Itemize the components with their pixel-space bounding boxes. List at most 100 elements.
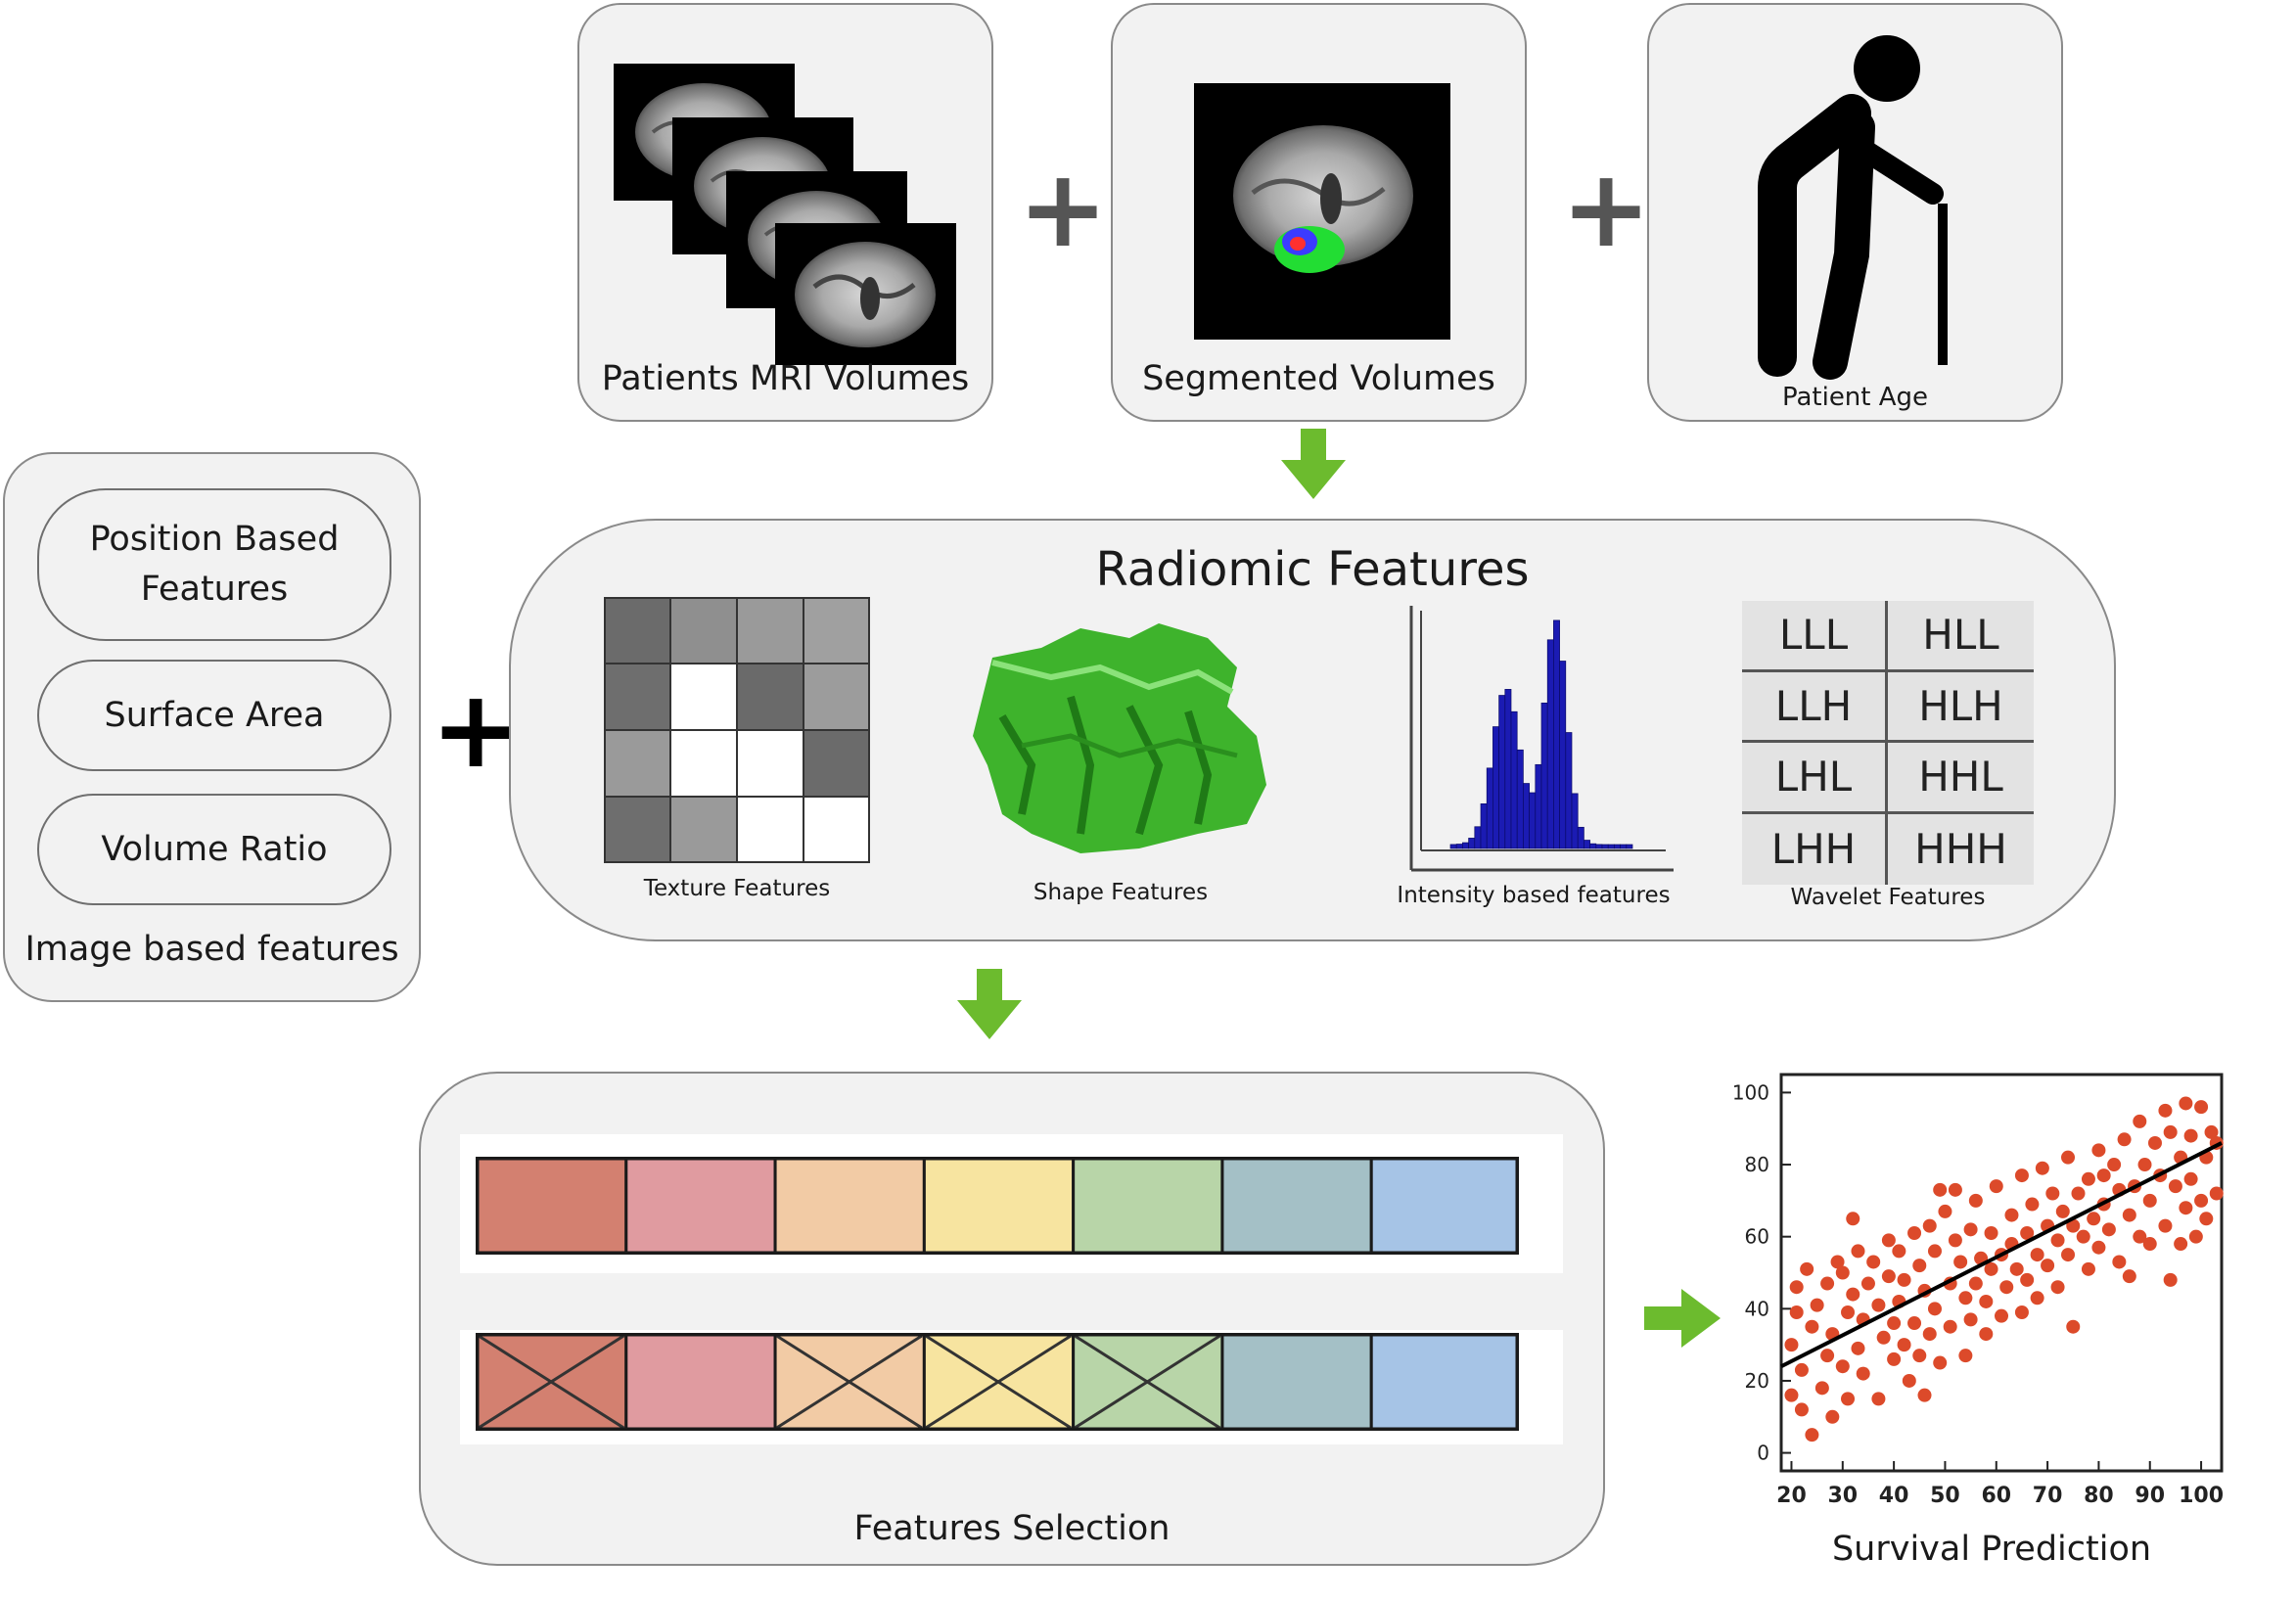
- scatter-point: [2147, 1135, 2162, 1150]
- scatter-point: [1938, 1204, 1952, 1218]
- plus-sign-1: +: [1018, 146, 1109, 271]
- scatter-point: [2061, 1248, 2076, 1262]
- histogram-bar: [1474, 826, 1482, 849]
- scatter-point: [2179, 1201, 2193, 1215]
- histogram-bar: [1529, 792, 1537, 849]
- down-arrow-icon-2: [955, 969, 1024, 1042]
- scatter-point: [1999, 1280, 2014, 1295]
- scatter-point: [1805, 1319, 1819, 1334]
- scatter-point: [2137, 1158, 2152, 1172]
- feature-cell: [922, 1157, 1076, 1255]
- scatter-point: [1922, 1327, 1937, 1342]
- scatter-point: [1995, 1308, 2008, 1323]
- features-selection-panel: Features Selection: [419, 1072, 1605, 1566]
- wavelet-cell: LLH: [1742, 671, 1888, 743]
- scatter-point: [1927, 1302, 1942, 1316]
- scatter-point: [1841, 1305, 1856, 1319]
- scatter-point: [2066, 1319, 2081, 1334]
- histogram-bar: [1498, 695, 1506, 849]
- scatter-point: [2096, 1168, 2111, 1183]
- wavelet-cell: HHL: [1888, 743, 2034, 814]
- surface-area-label: Surface Area: [104, 695, 325, 735]
- scatter-point: [1841, 1392, 1856, 1406]
- image-based-features-panel: Position Based Features Surface Area Vol…: [3, 452, 421, 1002]
- histogram-bar: [1601, 844, 1609, 849]
- position-based-features-label: Position Based Features: [89, 520, 340, 609]
- histogram-bar: [1480, 802, 1488, 849]
- scatter-point: [2025, 1197, 2040, 1212]
- scatter-point: [1963, 1312, 1978, 1327]
- feature-vector-selected: [476, 1333, 1519, 1431]
- scatter-point: [2163, 1124, 2178, 1139]
- volume-ratio-item: Volume Ratio: [37, 794, 391, 905]
- scatter-point: [2045, 1186, 2060, 1201]
- scatter-point: [2209, 1186, 2224, 1201]
- x-tick-label: 30: [1827, 1484, 1858, 1508]
- scatter-point: [1810, 1298, 1824, 1312]
- scatter-point: [2174, 1237, 2188, 1252]
- x-tick-label: 50: [1930, 1484, 1960, 1508]
- survival-prediction-scatter-chart: 0 20 40 60 80 100 20 30 40 50 60 70 80 90 100: [1732, 1073, 2224, 1508]
- scatter-point: [2009, 1261, 2024, 1276]
- wavelet-cell: LHL: [1742, 743, 1888, 814]
- histogram-bar: [1577, 826, 1584, 849]
- scatter-point: [1968, 1193, 1983, 1208]
- scatter-point: [1979, 1294, 1994, 1308]
- x-tick-label: 20: [1776, 1484, 1807, 1508]
- scatter-point: [1871, 1392, 1886, 1406]
- scatter-point: [1887, 1316, 1902, 1331]
- texture-features-grid: [604, 597, 870, 863]
- wavelet-cell: HLH: [1888, 672, 2034, 743]
- scatter-point: [2041, 1259, 2055, 1273]
- feature-cross-mark: [478, 1334, 625, 1430]
- wavelet-cell: LLL: [1742, 601, 1888, 672]
- scatter-point: [2142, 1193, 2157, 1208]
- scatter-point: [2188, 1229, 2203, 1244]
- feature-cell: [773, 1157, 926, 1255]
- down-arrow-icon-1: [1279, 429, 1348, 502]
- histogram-bars: [1449, 619, 1633, 849]
- scatter-point: [2091, 1240, 2106, 1255]
- mri-slice-4: [775, 223, 956, 365]
- feature-vector-full: [476, 1157, 1519, 1255]
- scatter-point: [2020, 1226, 2035, 1240]
- histogram-bar: [1516, 749, 1524, 849]
- scatter-point: [1814, 1381, 1829, 1396]
- histogram-bar: [1565, 732, 1573, 849]
- scatter-point: [1789, 1280, 1804, 1295]
- scatter-point: [1907, 1316, 1922, 1331]
- histogram-bar: [1492, 726, 1499, 849]
- plot-frame: [1779, 1073, 2224, 1473]
- scatter-point: [2004, 1208, 2019, 1222]
- feature-cell: [624, 1333, 777, 1431]
- histogram-bar: [1462, 842, 1469, 849]
- scatter-point: [1835, 1265, 1850, 1280]
- scatter-point: [1846, 1287, 1860, 1302]
- scatter-point: [1830, 1255, 1845, 1269]
- texture-features-caption: Texture Features: [643, 876, 831, 901]
- scatter-point: [2117, 1132, 2132, 1147]
- elderly-person-icon: [1758, 35, 1948, 380]
- x-tick-label: 80: [2084, 1484, 2114, 1508]
- histogram-bar: [1486, 767, 1493, 849]
- radiomic-features-title: Radiomic Features: [1095, 542, 1530, 597]
- histogram-bar: [1455, 844, 1463, 849]
- wavelet-features-grid: LLL HLL LLH HLH LHL HHL LHH HHH: [1742, 601, 2034, 885]
- scatter-point: [2163, 1272, 2178, 1287]
- feature-cell: [1220, 1157, 1373, 1255]
- scatter-point: [2133, 1229, 2147, 1244]
- scatter-point: [1912, 1259, 1927, 1273]
- scatter-point: [1948, 1182, 1962, 1197]
- scatter-point: [1800, 1261, 1814, 1276]
- y-tick-label: 80: [1745, 1153, 1769, 1176]
- histogram-bar: [1468, 838, 1476, 849]
- scatter-point: [1933, 1182, 1948, 1197]
- scatter-point: [2076, 1229, 2090, 1244]
- histogram-bar: [1559, 661, 1567, 849]
- scatter-point: [2030, 1291, 2044, 1305]
- scatter-point: [2133, 1114, 2147, 1128]
- histogram-bar: [1449, 844, 1457, 849]
- scatter-point: [1892, 1244, 1906, 1259]
- scatter-point: [1866, 1255, 1881, 1269]
- scatter-point: [1897, 1338, 1911, 1352]
